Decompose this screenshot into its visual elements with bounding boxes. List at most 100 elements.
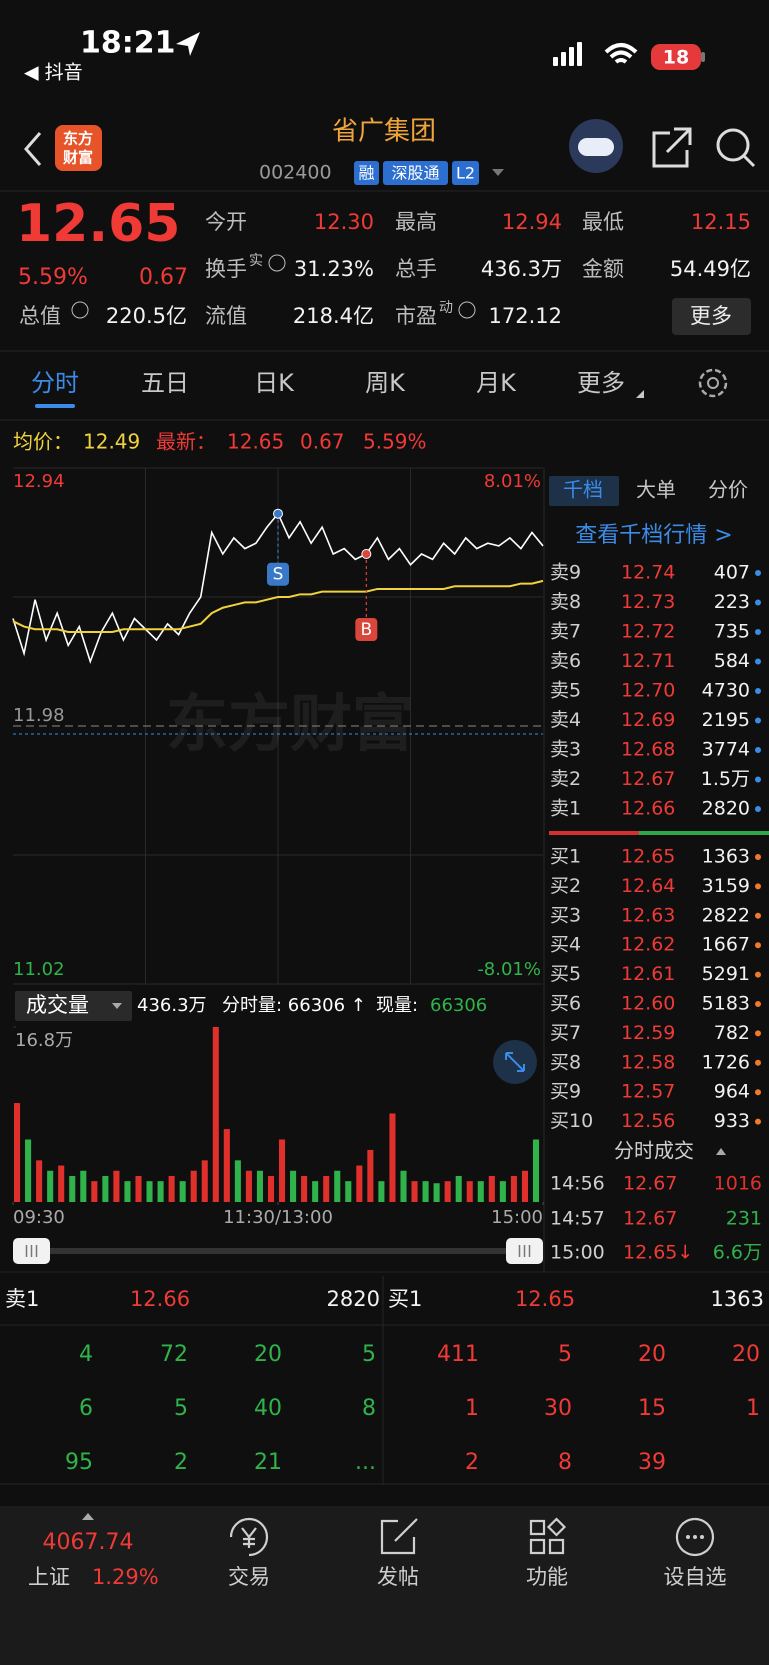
- back-button[interactable]: [24, 132, 42, 166]
- change: 0.67: [139, 265, 188, 290]
- tab-indicator: [35, 404, 75, 408]
- book-link[interactable]: 查看千档行情 >: [575, 523, 732, 548]
- volume-bar: [113, 1170, 120, 1202]
- tab[interactable]: 周K: [365, 369, 406, 397]
- l1-ask-label: 卖1: [5, 1287, 39, 1311]
- bid-volume: 3159: [702, 875, 750, 897]
- logo-text: 东方: [63, 130, 93, 148]
- volume-bar: [301, 1175, 308, 1202]
- bid-volume: 964: [714, 1081, 750, 1103]
- queue-cell: 2: [174, 1450, 188, 1475]
- annotation-badge: [355, 618, 378, 641]
- volume-bar: [466, 1181, 473, 1202]
- ask-volume: 407: [714, 562, 750, 584]
- volume-selector[interactable]: [15, 991, 132, 1021]
- more-button-text[interactable]: 更多: [690, 304, 732, 328]
- ask-price: 12.69: [621, 709, 675, 731]
- bid-volume: 1363: [702, 846, 750, 868]
- volume-bar: [168, 1175, 175, 1202]
- bid-dot: [755, 854, 761, 860]
- book-tab[interactable]: 千档: [563, 478, 603, 502]
- bid-label: 买2: [550, 875, 581, 897]
- stat-label: 最低: [582, 210, 624, 234]
- nav-icon[interactable]: [529, 1517, 567, 1555]
- change-pct: 5.59%: [18, 265, 88, 290]
- bid-volume: 2822: [702, 904, 750, 926]
- ask-label: 卖1: [550, 798, 581, 820]
- bid-label: 买7: [550, 1022, 581, 1044]
- tab[interactable]: 更多: [577, 369, 625, 397]
- nav-icon-dot: [686, 1535, 690, 1539]
- tab[interactable]: 月K: [476, 369, 517, 397]
- tick-price: 12.67: [623, 1208, 677, 1230]
- stat-value: 12.15: [691, 210, 751, 234]
- tab[interactable]: 分时: [31, 369, 79, 397]
- ask-label: 卖4: [550, 709, 581, 731]
- info-icon: [268, 254, 286, 272]
- nav-icon[interactable]: [229, 1517, 269, 1557]
- tag-text: 深股通: [391, 164, 439, 183]
- stock-code: 002400: [259, 162, 332, 184]
- volume-bar: [290, 1170, 297, 1202]
- bid-label: 买9: [550, 1081, 581, 1103]
- search-icon[interactable]: [716, 128, 750, 162]
- volume-bar: [190, 1170, 197, 1202]
- queue-cell: 2: [465, 1450, 479, 1475]
- info-icon: [458, 301, 476, 319]
- volume-selector-text[interactable]: 成交量: [26, 993, 89, 1017]
- ask-price: 12.67: [621, 768, 675, 790]
- code-dropdown: [492, 169, 504, 176]
- x-tick-label: 11:30/13:00: [223, 1207, 333, 1228]
- annotation-point: [273, 508, 283, 519]
- avatar-face: [578, 138, 614, 156]
- settings-icon[interactable]: [698, 368, 728, 398]
- price-line: [12, 579, 544, 633]
- ask-price: 12.73: [621, 591, 675, 613]
- ask-dot: [755, 806, 761, 812]
- battery-level: 18: [663, 47, 689, 69]
- nav-label[interactable]: 功能: [526, 1565, 568, 1589]
- bid-price: 12.61: [621, 963, 675, 985]
- tick-time: 14:56: [550, 1173, 605, 1195]
- volume-bar: [14, 1103, 21, 1202]
- bid-volume: 1726: [702, 1051, 750, 1073]
- volume-bar: [47, 1170, 54, 1202]
- more-button[interactable]: [672, 298, 751, 335]
- volume-bar: [345, 1181, 352, 1202]
- book-tab[interactable]: 分价: [708, 478, 748, 502]
- volume-bar: [102, 1175, 109, 1202]
- tab[interactable]: 五日: [141, 369, 189, 397]
- bid-price: 12.63: [621, 904, 675, 926]
- tab[interactable]: 日K: [254, 369, 295, 397]
- index-value[interactable]: 4067.74: [43, 1530, 134, 1555]
- annotation-badge: [267, 562, 289, 586]
- ask-volume: 2820: [702, 798, 750, 820]
- volume-bar: [444, 1181, 451, 1202]
- logo-text: 财富: [63, 149, 93, 167]
- queue-cell: 72: [160, 1342, 188, 1367]
- bid-volume: 1667: [702, 934, 750, 956]
- book-tab[interactable]: 大单: [636, 478, 676, 502]
- volume-bar: [510, 1175, 517, 1202]
- nav-label[interactable]: 设自选: [664, 1565, 727, 1589]
- volume-bar: [499, 1181, 506, 1202]
- queue-cell: 20: [732, 1342, 760, 1367]
- nav-label[interactable]: 交易: [228, 1565, 270, 1589]
- ask-price: 12.74: [621, 562, 675, 584]
- bid-dot: [755, 942, 761, 949]
- share-icon[interactable]: [652, 127, 692, 168]
- ask-label: 卖8: [550, 591, 581, 613]
- tag: [452, 161, 479, 185]
- ask-price: 12.72: [621, 621, 675, 643]
- bottom-nav: [0, 1506, 769, 1665]
- nav-icon[interactable]: [380, 1518, 418, 1555]
- stat-value: 220.5亿: [106, 304, 187, 328]
- nav-icon-dot: [700, 1535, 704, 1539]
- stat-label: 市盈: [395, 304, 437, 328]
- bid-dot: [755, 1030, 761, 1037]
- nav-label[interactable]: 发帖: [377, 1565, 419, 1589]
- ask-label: 卖2: [550, 768, 581, 790]
- summary-avg: 12.49: [83, 430, 140, 454]
- nav-icon[interactable]: [675, 1517, 715, 1557]
